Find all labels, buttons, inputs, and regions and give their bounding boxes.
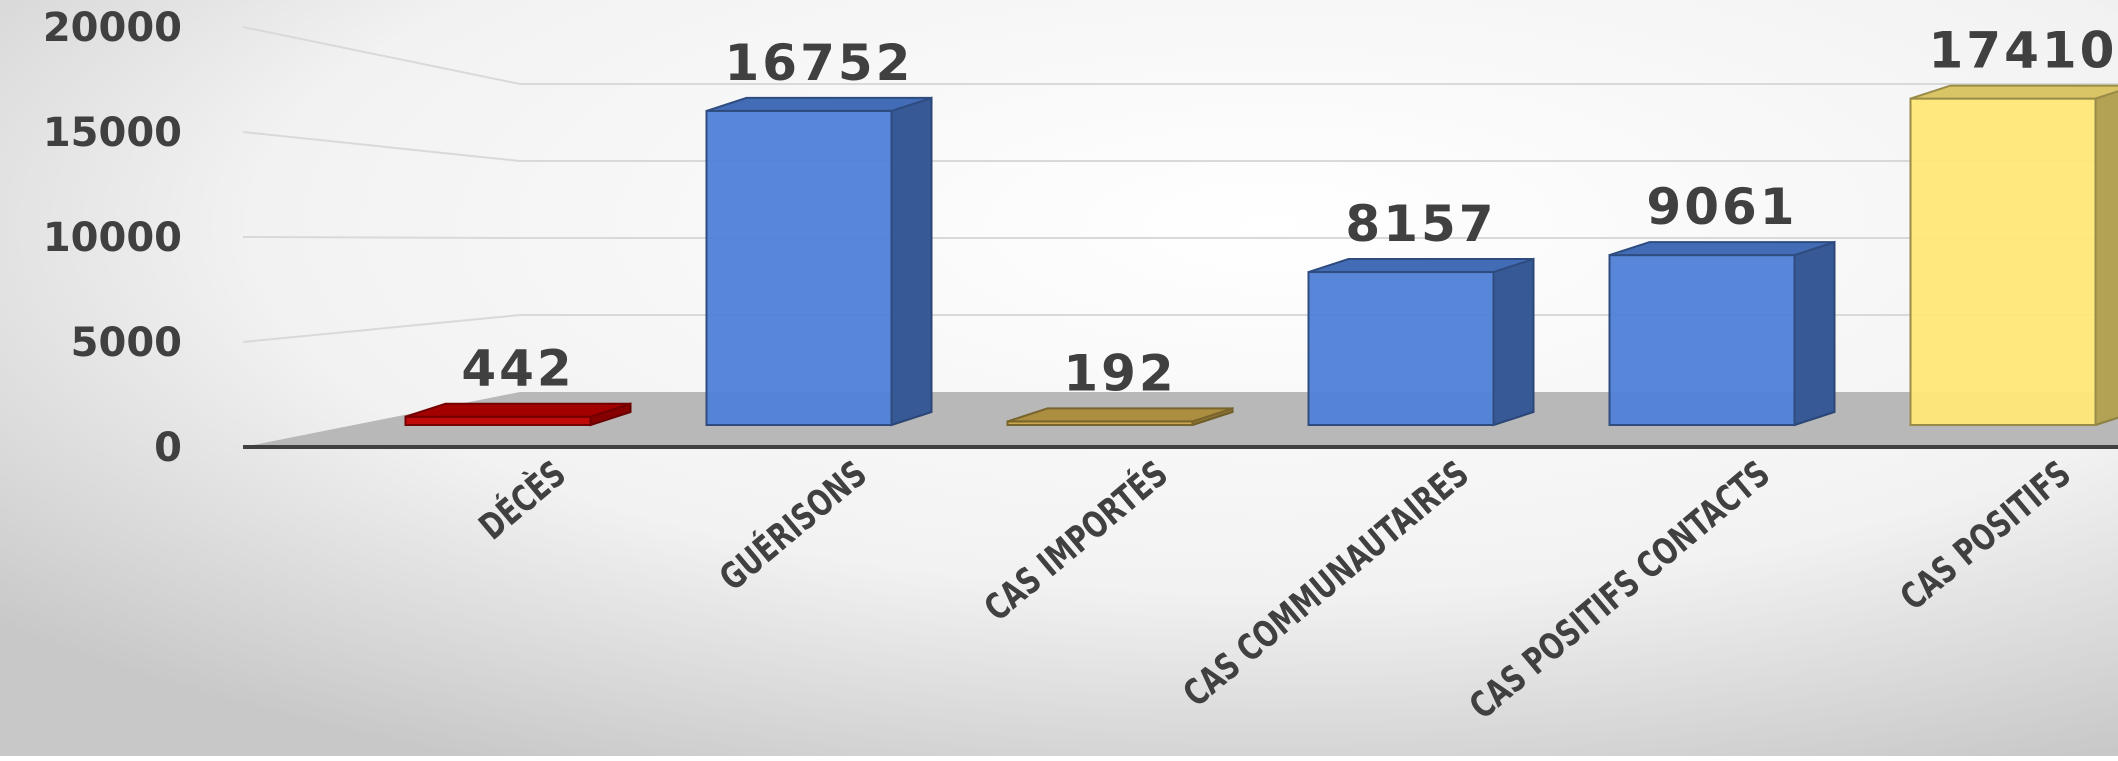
bar-top [707, 98, 932, 111]
y-tick-label: 5000 [71, 320, 182, 366]
data-label: 442 [461, 340, 574, 398]
bar-side [2096, 86, 2118, 425]
grid-line [243, 237, 2118, 238]
y-tick-label: 0 [154, 425, 182, 471]
data-label: 9061 [1646, 178, 1797, 236]
data-label: 192 [1063, 344, 1176, 402]
y-tick-label: 15000 [43, 110, 182, 156]
bar [1309, 272, 1494, 425]
y-tick-label: 20000 [43, 5, 182, 51]
bar [1610, 255, 1795, 425]
bar-top [1309, 259, 1534, 272]
bar [406, 417, 591, 425]
bar [1911, 99, 2096, 425]
data-label: 8157 [1345, 195, 1496, 253]
bar-side [1795, 242, 1835, 425]
bar [707, 111, 892, 425]
bar-side [892, 98, 932, 425]
bar-top [1008, 408, 1233, 421]
bar-side [1494, 259, 1534, 425]
y-tick-label: 10000 [43, 215, 182, 261]
bar-top [406, 404, 631, 417]
data-label: 16752 [725, 34, 914, 92]
bar-top [1911, 86, 2118, 99]
data-label: 17410 [1929, 22, 2118, 80]
bar-top [1610, 242, 1835, 255]
